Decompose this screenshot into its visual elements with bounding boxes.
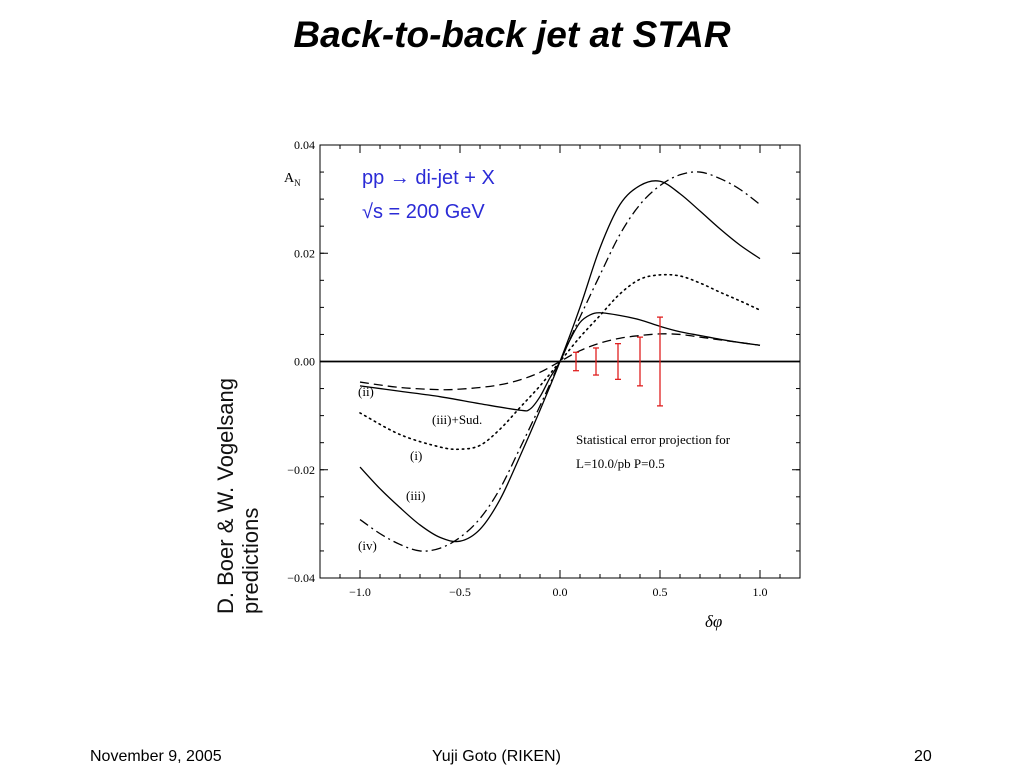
y-axis-label: AN xyxy=(284,171,301,188)
footer-page-number: 20 xyxy=(914,748,932,765)
side-credit-line1: D. Boer & W. Vogelsang xyxy=(213,377,238,614)
series-curve-0 xyxy=(359,273,761,451)
slide-title: Back-to-back jet at STAR xyxy=(293,14,731,55)
x-tick-label: 0.5 xyxy=(653,585,668,599)
x-axis-label: δφ xyxy=(705,612,722,631)
series-curve-3 xyxy=(359,312,761,412)
energy-label: √s = 200 GeV xyxy=(362,201,485,223)
series-label-0: (i) xyxy=(410,448,422,463)
series-layer xyxy=(359,171,761,552)
series-label-3: (iii)+Sud. xyxy=(432,412,482,427)
x-tick-label: −0.5 xyxy=(449,585,471,599)
series-curve-1 xyxy=(359,333,761,391)
x-tick-label: −1.0 xyxy=(349,585,371,599)
y-tick-label: −0.04 xyxy=(287,571,315,585)
asymmetry-chart: −0.04−0.020.000.020.04−1.0 −0.5 0.0 0.5 1.0 … xyxy=(284,138,801,631)
footer-date: November 9, 2005 xyxy=(90,748,222,765)
y-tick-label: 0.00 xyxy=(294,355,315,369)
footer-author: Yuji Goto (RIKEN) xyxy=(432,748,561,765)
x-tick-label: 1.0 xyxy=(753,585,768,599)
series-label-1: (ii) xyxy=(358,384,374,399)
error-note-line1: Statistical error projection for xyxy=(576,432,731,447)
curve-labels: (i) (ii) (iii) (iii)+Sud. (iv) xyxy=(358,384,482,553)
error-note-line2: L=10.0/pb P=0.5 xyxy=(576,456,665,471)
x-tick-label: 0.0 xyxy=(553,585,568,599)
series-curve-4 xyxy=(359,171,761,552)
side-credit: D. Boer & W. Vogelsang predictions xyxy=(213,324,263,614)
side-credit-line2: predictions xyxy=(238,507,263,614)
process-label: pp → di-jet + X xyxy=(362,167,495,189)
y-tick-label: −0.02 xyxy=(287,463,315,477)
y-tick-label: 0.04 xyxy=(294,138,315,152)
error-bars xyxy=(573,316,663,407)
series-label-4: (iv) xyxy=(358,538,377,553)
axis-ticks: −0.04 −0.02 0.00 0.02 0.04 −1.0 −0.5 0.0 0.5 1.0 xyxy=(287,138,801,599)
series-label-2: (iii) xyxy=(406,488,426,503)
y-tick-label: 0.02 xyxy=(294,246,315,260)
